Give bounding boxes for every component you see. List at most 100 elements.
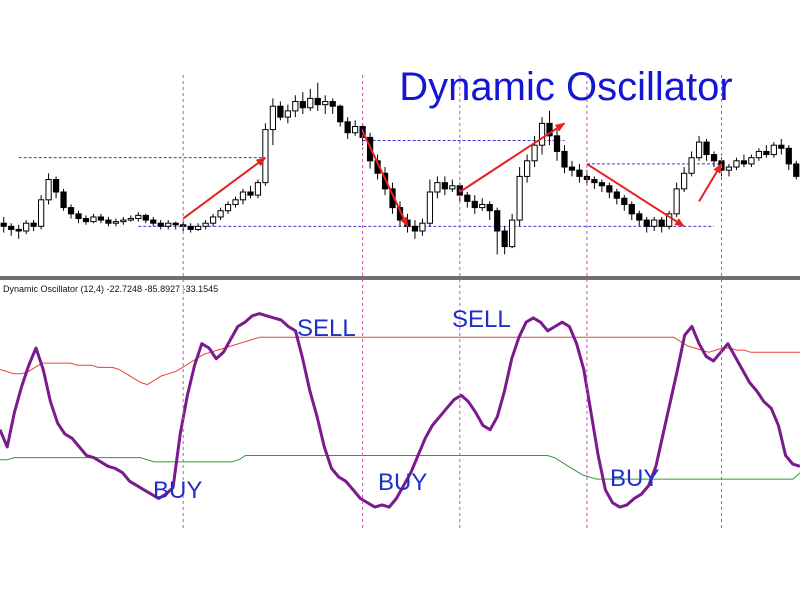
candle-body [112,221,120,224]
candle-body [247,191,254,196]
candle-body [239,191,247,201]
buy-signal-label-2: BUY [378,469,427,496]
candle-body [60,191,67,209]
candle-body [464,194,471,202]
candle-body [516,175,523,221]
candle-body [479,203,486,209]
trend-arrow [586,163,685,228]
candle-body [763,150,770,156]
trend-arrow [698,163,723,202]
candle-body [770,144,777,156]
candle-body [292,101,299,112]
candle-body [172,222,179,226]
sell-signal-label-1: SELL [297,315,356,342]
candle-body [658,219,665,227]
candle-body [621,197,628,205]
trend-arrow [459,122,566,193]
candle-body [120,219,127,223]
candle-body [606,185,613,193]
candle-body [127,218,134,221]
candle-body [15,228,22,232]
candle-body [224,203,232,212]
candle-body [576,169,583,177]
sell-signal-label-2: SELL [452,306,511,333]
candle-body [299,101,306,109]
indicator-header: Dynamic Oscillator (12,4) -22.7248 -85.8… [3,284,218,294]
candle-body [262,129,269,184]
price-panel [0,82,800,255]
trend-arrow [361,130,409,228]
candle-body [688,157,695,174]
candle-body [269,105,277,131]
candle-body [277,105,284,118]
candle-body [426,191,434,224]
lower-band-line [0,455,800,480]
candle-body [165,222,172,227]
candle-body [30,222,37,227]
candle-body [411,225,419,232]
candle-body [613,191,620,199]
candle-body [419,222,426,232]
candle-body [643,219,650,227]
candle-body [494,210,501,232]
candle-body [523,160,531,177]
candle-body [486,203,493,212]
candle-body [202,222,209,227]
oscillator-line [0,312,800,509]
panel-separator [0,276,800,280]
candle-body [82,218,90,223]
candle-body [135,214,142,220]
candle-body [187,225,194,230]
candle-body [217,210,224,218]
candle-body [591,179,598,184]
candle-body [8,225,15,230]
candle-body [105,219,112,224]
candle-body [75,213,82,220]
candle-body [0,222,7,227]
buy-signal-label-3: BUY [610,465,659,492]
candle-body [322,101,329,106]
candle-body [254,182,262,196]
candle-body [329,101,336,107]
candle-body [748,157,755,165]
candle-body [680,172,688,190]
candle-body [673,188,680,215]
candle-body [38,199,45,227]
candle-body [553,135,561,152]
candle-body [755,150,762,159]
candle-body [344,121,351,134]
candle-body [52,179,60,193]
candle-body [740,160,748,165]
candle-body [538,122,546,146]
candle-body [501,230,508,248]
candle-body [598,182,605,187]
candle-body [209,216,217,224]
candle-body [666,213,673,227]
candle-body [636,213,643,221]
candle-body [568,166,576,171]
candle-body [471,200,478,209]
candle-body [97,216,105,221]
candle-body [314,97,321,106]
candle-body [561,150,568,168]
candle-body [793,163,800,177]
candle-body [710,154,718,162]
candle-body [150,219,157,224]
candle-body [725,166,733,171]
candle-body [695,141,703,159]
oscillator-panel [0,312,800,509]
trend-arrow [182,156,267,220]
candle-body [232,199,239,205]
candle-body [195,225,202,230]
candle-body [307,97,314,109]
chart-title: Dynamic Oscillator [399,65,732,109]
candle-body [733,160,740,168]
candle-body [337,105,344,123]
candle-body [284,110,291,118]
candle-body [531,144,538,162]
candle-body [142,214,149,221]
candle-body [441,182,448,190]
candle-body [45,179,52,201]
candle-body [90,216,97,223]
